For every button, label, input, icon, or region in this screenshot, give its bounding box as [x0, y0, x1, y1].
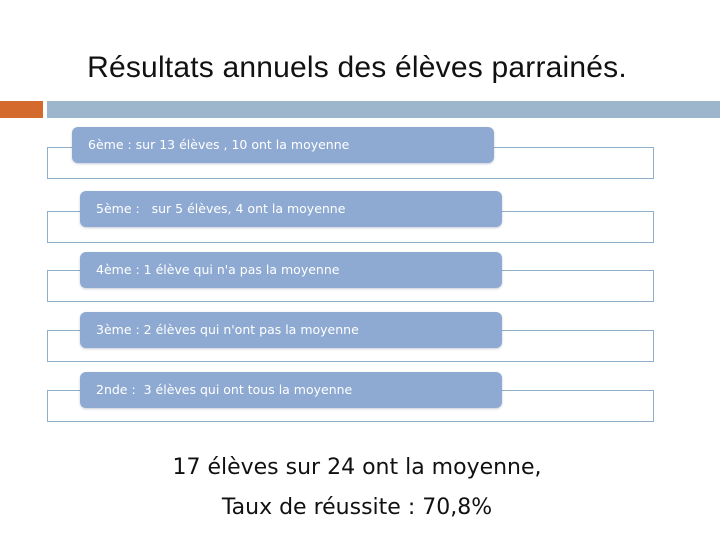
result-row-5eme: 5ème : sur 5 élèves, 4 ont la moyenne [0, 191, 720, 251]
result-row-2nde: 2nde : 3 élèves qui ont tous la moyenne [0, 372, 720, 432]
result-label-5eme: 5ème : sur 5 élèves, 4 ont la moyenne [80, 191, 502, 227]
result-label-6eme: 6ème : sur 13 élèves , 10 ont la moyenne [72, 127, 494, 163]
result-row-6eme: 6ème : sur 13 élèves , 10 ont la moyenne [0, 127, 720, 187]
summary-success-rate: Taux de réussite : 70,8% [221, 495, 493, 520]
slide-title: Résultats annuels des élèves parrainés. [87, 51, 627, 84]
result-label-2nde: 2nde : 3 élèves qui ont tous la moyenne [80, 372, 502, 408]
summary-count: 17 élèves sur 24 ont la moyenne, [172, 455, 542, 480]
result-row-3eme: 3ème : 2 élèves qui n'ont pas la moyenne [0, 312, 720, 372]
result-label-3eme: 3ème : 2 élèves qui n'ont pas la moyenne [80, 312, 502, 348]
title-accent-orange-bar [0, 101, 43, 118]
result-row-4eme: 4ème : 1 élève qui n'a pas la moyenne [0, 252, 720, 312]
result-label-4eme: 4ème : 1 élève qui n'a pas la moyenne [80, 252, 502, 288]
title-accent-blue-bar [47, 101, 720, 118]
